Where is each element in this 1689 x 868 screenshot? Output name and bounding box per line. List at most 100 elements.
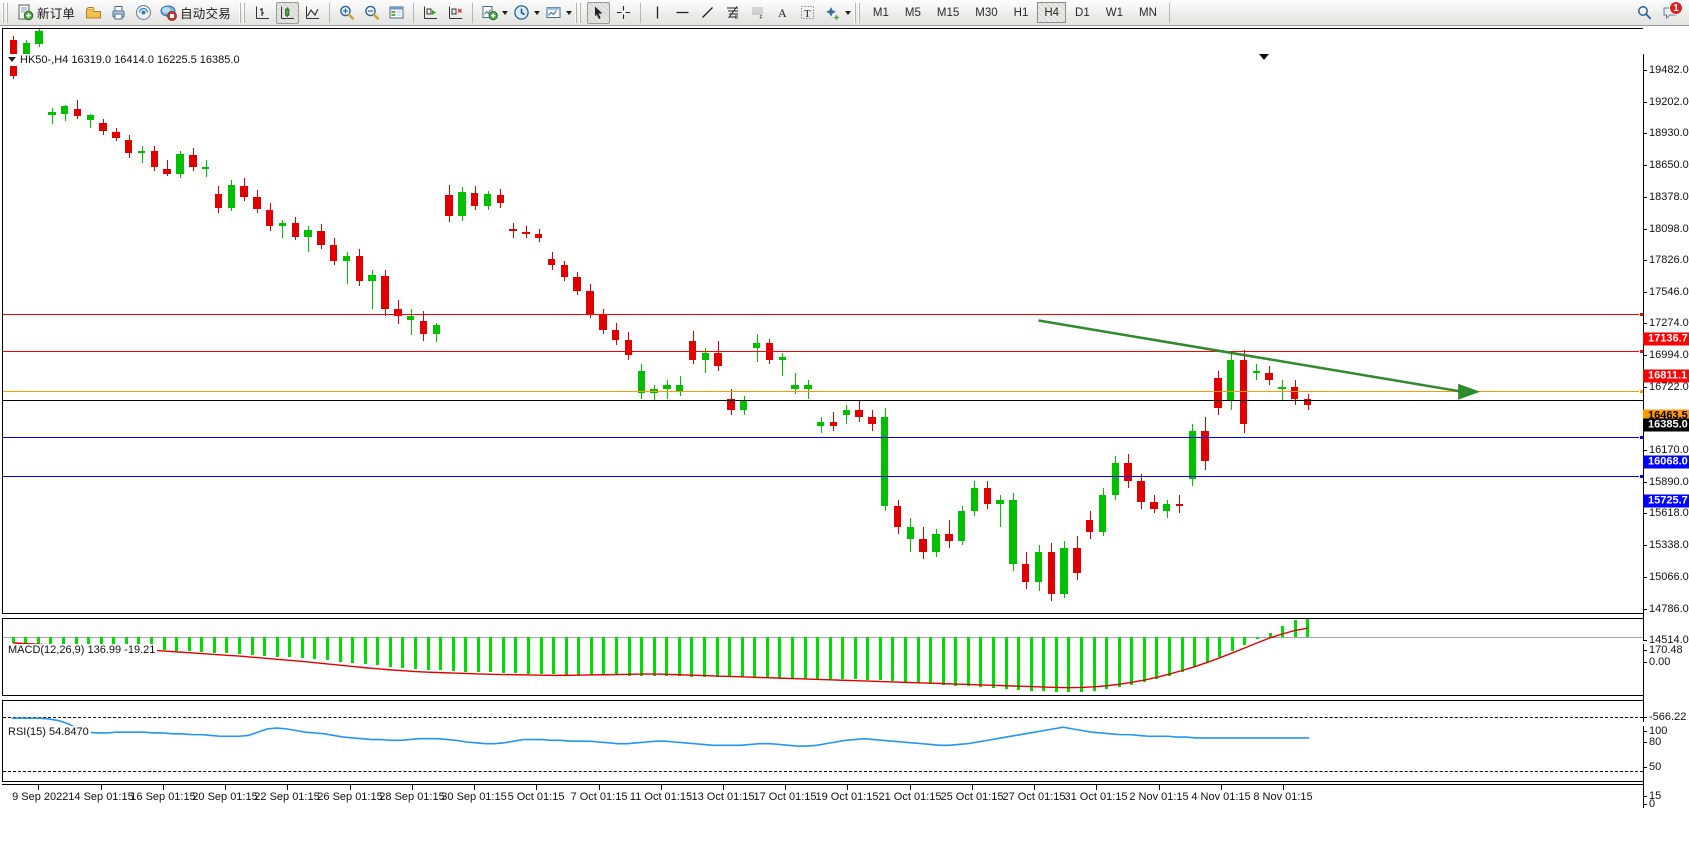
date-tick-label: 7 Oct 01:15 <box>570 791 628 803</box>
rsi-plot[interactable] <box>3 701 1643 781</box>
toolbar-separator-4 <box>639 2 641 23</box>
toolbar-grip-3[interactable] <box>574 2 583 23</box>
data-window-button[interactable] <box>385 2 408 24</box>
text-button[interactable]: A <box>771 2 794 24</box>
candle-body <box>1150 501 1158 509</box>
toolbar-grip-4[interactable] <box>853 2 862 23</box>
candle-wick <box>52 108 53 125</box>
auto-trading-icon <box>160 4 178 21</box>
zoom-out-button[interactable] <box>360 2 383 24</box>
indicators-dropdown-arrow[interactable] <box>502 2 509 24</box>
macd-axis[interactable]: 170.48 0.00 -566.22 <box>1643 644 1689 723</box>
level-line-resistance[interactable] <box>3 312 1643 317</box>
candlestick-type-button[interactable] <box>275 1 299 24</box>
date-axis[interactable]: 9 Sep 2022 14 Sep 01:15 16 Sep 01:15 20 Sep… <box>2 784 1643 812</box>
rsi-axis[interactable]: 100 80 50 15 0 <box>1643 725 1689 810</box>
search-icon[interactable] <box>1636 4 1653 21</box>
zoom-in-button[interactable] <box>335 2 358 24</box>
macd-histogram-bar <box>1029 637 1033 691</box>
level-handle[interactable] <box>1639 435 1643 440</box>
fibonacci-button[interactable]: E <box>721 2 744 24</box>
price-tick: 15066.0 <box>1643 571 1689 583</box>
timeframe-m30[interactable]: M30 <box>975 6 998 19</box>
candle-body <box>317 230 325 245</box>
price-level-label-resistance[interactable]: 17136.7 <box>1643 332 1689 346</box>
chart-area[interactable]: HK50-,H4 16319.0 16414.0 16225.5 16385.0… <box>0 26 1689 868</box>
price-level-label-resistance[interactable]: 16811.1 <box>1643 369 1689 383</box>
level-line-current-price[interactable] <box>3 400 1643 401</box>
level-line-support[interactable] <box>3 435 1643 440</box>
price-level-label-support[interactable]: 15725.7 <box>1643 494 1689 508</box>
price-level-label-support[interactable]: 16068.0 <box>1643 455 1689 469</box>
level-line-support[interactable] <box>3 474 1643 479</box>
candle-body <box>1201 430 1209 461</box>
timeframe-mn[interactable]: MN <box>1139 6 1157 19</box>
toolbar-separator-3 <box>471 2 473 23</box>
period-dropdown-arrow[interactable] <box>534 2 541 24</box>
level-handle[interactable] <box>1639 474 1643 479</box>
signal-icon <box>135 4 152 21</box>
auto-trading-button[interactable]: 自动交易 <box>157 2 236 24</box>
timeframe-d1[interactable]: D1 <box>1075 6 1090 19</box>
line-chart-type-button[interactable] <box>301 2 324 24</box>
auto-scroll-button[interactable] <box>419 2 442 24</box>
date-tick <box>1221 785 1222 790</box>
svg-text:A: A <box>778 6 787 20</box>
print-chart-button[interactable] <box>107 2 130 24</box>
macd-tick: -566.22 <box>1643 711 1686 723</box>
shapes-button[interactable] <box>821 2 844 24</box>
price-tick: 15338.0 <box>1643 539 1689 551</box>
level-handle[interactable] <box>1639 389 1643 394</box>
chart-collapse-arrow-icon[interactable] <box>1259 54 1269 60</box>
text-label-button[interactable]: T <box>796 2 819 24</box>
templates-button[interactable] <box>542 2 565 24</box>
toolbar-grip-2[interactable] <box>238 2 247 23</box>
vertical-line-button[interactable] <box>646 2 669 24</box>
timeframe-h4[interactable]: H4 <box>1037 2 1067 23</box>
svg-text:E: E <box>735 15 739 21</box>
chart-shift-button[interactable] <box>444 2 467 24</box>
price-tick-label: 17546.0 <box>1649 286 1689 299</box>
chart-menu-arrow-icon[interactable] <box>8 56 16 62</box>
macd-title[interactable]: MACD(12,26,9) 136.99 -19.21 <box>6 644 158 656</box>
timeframe-m15[interactable]: M15 <box>936 6 960 19</box>
templates-dropdown-arrow[interactable] <box>566 2 573 24</box>
connection-status-button[interactable] <box>132 2 155 24</box>
timeframe-h1[interactable]: H1 <box>1013 6 1029 19</box>
timeframe-m5[interactable]: M5 <box>904 6 921 19</box>
indicators-button[interactable] <box>478 2 501 24</box>
toolbar-grip[interactable] <box>2 2 10 23</box>
price-tick-label: 18650.0 <box>1649 159 1689 172</box>
macd-plot[interactable] <box>3 619 1643 695</box>
symbol-header[interactable]: HK50-,H4 16319.0 16414.0 16225.5 16385.0 <box>6 54 242 66</box>
open-template-button[interactable] <box>82 2 105 24</box>
macd-histogram-bar <box>690 637 694 677</box>
price-plot[interactable] <box>3 29 1643 613</box>
price-level-label-current-price[interactable]: 16385.0 <box>1643 418 1689 432</box>
macd-pane[interactable] <box>2 618 1643 696</box>
equidistant-channel-button[interactable]: F <box>746 2 769 24</box>
timeframe-m1[interactable]: M1 <box>872 6 889 19</box>
notification-icon[interactable]: 1 <box>1661 0 1683 22</box>
auto-trading-label: 自动交易 <box>180 7 231 21</box>
shapes-dropdown-arrow[interactable] <box>845 2 852 24</box>
level-line-pivot[interactable] <box>3 389 1643 394</box>
horizontal-line-button[interactable] <box>671 2 694 24</box>
level-handle[interactable] <box>1639 312 1643 317</box>
toolbar-separator-2 <box>412 2 414 23</box>
cursor-button[interactable] <box>586 1 610 24</box>
crosshair-button[interactable] <box>612 2 635 24</box>
bar-chart-type-button[interactable] <box>251 2 274 24</box>
rsi-pane[interactable] <box>2 700 1643 782</box>
price-axis[interactable]: 19482.0 19202.0 18930.0 18650.0 18378.0 18098… <box>1643 54 1689 646</box>
price-pane[interactable] <box>2 28 1643 614</box>
level-line-resistance[interactable] <box>3 349 1643 354</box>
rsi-title[interactable]: RSI(15) 54.8470 <box>6 726 91 738</box>
new-order-button[interactable]: 新订单 <box>14 2 80 24</box>
shapes-icon <box>824 4 841 21</box>
candle-wick <box>142 146 143 164</box>
period-button[interactable] <box>510 2 533 24</box>
level-handle[interactable] <box>1639 349 1643 354</box>
timeframe-w1[interactable]: W1 <box>1105 6 1123 19</box>
trendline-button[interactable] <box>696 2 719 24</box>
